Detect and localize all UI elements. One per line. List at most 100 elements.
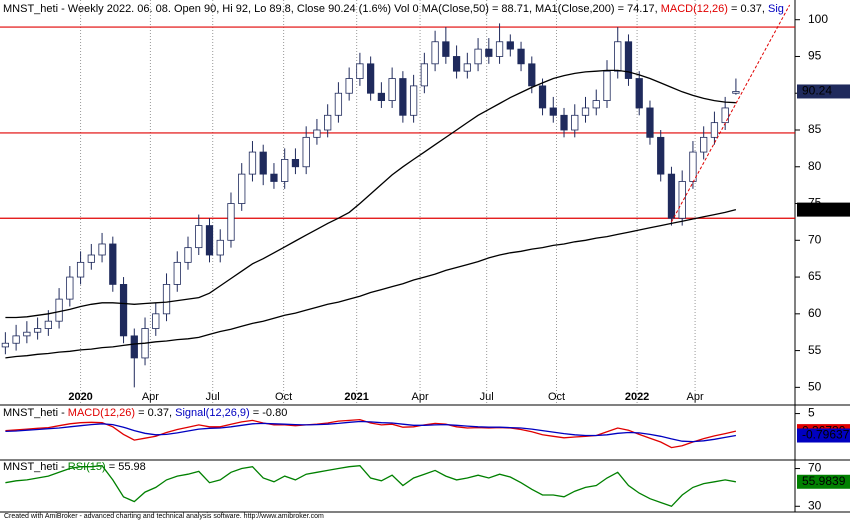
candle-body — [98, 243, 106, 256]
x-tick-label: Oct — [548, 391, 565, 403]
candle-body — [345, 78, 353, 94]
candle-body — [334, 92, 343, 116]
trend-line — [671, 4, 791, 223]
candle-body — [388, 78, 396, 101]
candle-body — [238, 173, 246, 204]
candle-body — [646, 107, 654, 138]
candle-body — [205, 225, 214, 256]
x-tick-label: Apr — [687, 391, 704, 403]
footer: Created with AmiBroker - advanced charti… — [4, 513, 324, 520]
x-tick-label: Apr — [411, 391, 428, 403]
title-part: = 55.98 — [106, 461, 146, 473]
title-part: RSI(15) — [68, 461, 106, 473]
candle-body — [667, 173, 676, 219]
candle-body — [119, 284, 128, 337]
candle-body — [109, 243, 117, 285]
candle-body — [281, 159, 289, 182]
candle-body — [549, 107, 557, 116]
candle-body — [571, 114, 579, 131]
y-tick-label: 50 — [808, 380, 822, 394]
candle-body — [55, 298, 63, 322]
candle-body — [474, 48, 482, 65]
x-tick-label: Jul — [480, 391, 494, 403]
y-tick-label: 95 — [808, 49, 822, 63]
candle-body — [732, 91, 740, 94]
candle-body — [603, 70, 611, 101]
plot-area — [0, 0, 795, 405]
candle-body — [270, 173, 278, 182]
candle-body — [528, 63, 536, 87]
title-part: = 0.37, — [135, 407, 175, 419]
candle-body — [87, 254, 95, 263]
y-tick-label: 70 — [808, 461, 822, 475]
value-box — [797, 474, 850, 489]
y-tick-label: 70 — [808, 232, 822, 246]
candle-body — [291, 159, 300, 168]
candle-body — [592, 100, 600, 109]
candle-body — [710, 122, 719, 138]
title-part: MACD(12,26) — [68, 407, 135, 419]
candle-body — [356, 63, 364, 79]
title-part: MNST_heti - — [3, 461, 68, 473]
value-box-label: 90.24 — [802, 84, 832, 98]
series-line — [5, 208, 737, 359]
candle-body — [506, 41, 514, 50]
candle-body — [227, 203, 235, 241]
candle-body — [538, 85, 547, 109]
candle-body — [452, 56, 461, 72]
series-line — [5, 420, 737, 443]
candle-body — [248, 151, 257, 175]
candle-body — [485, 48, 493, 57]
title-part: MNST_heti - Weekly 2022. 06. 08. Open 90… — [3, 3, 661, 15]
series-line — [5, 465, 737, 508]
candle-body — [721, 107, 729, 124]
candle-body — [195, 225, 203, 249]
value-box-label: -0.79637 — [802, 428, 850, 442]
value-box-label: 55.9839 — [802, 474, 846, 488]
series-line — [5, 69, 736, 319]
candle-body — [162, 284, 171, 315]
candle-body — [463, 63, 471, 72]
value-box — [797, 84, 850, 99]
y-tick-label: 85 — [808, 122, 822, 136]
y-tick-label: 5 — [808, 406, 815, 420]
candle-body — [581, 107, 590, 116]
title-part: = -0.80 — [250, 407, 288, 419]
title-part: Sig — [768, 3, 784, 15]
panel-title: MNST_heti - MACD(12,26) = 0.37, Signal(1… — [3, 407, 287, 419]
candle-body — [420, 63, 428, 87]
candle-body — [409, 85, 418, 116]
candle-body — [173, 261, 181, 285]
y-tick-label: 30 — [808, 498, 822, 512]
title-part: = 0.37, — [728, 3, 768, 15]
candle-body — [216, 239, 224, 256]
x-tick-label: Jul — [206, 391, 220, 403]
candle-body — [324, 114, 332, 131]
x-tick-label: Apr — [142, 391, 159, 403]
x-tick-label: 2022 — [625, 391, 649, 403]
title-part: MNST_heti - — [3, 407, 68, 419]
title-part: Signal(12,26,9) — [175, 407, 250, 419]
series-line — [5, 418, 737, 449]
candle-body — [560, 114, 568, 131]
candle-body — [495, 41, 504, 57]
candle-body — [689, 151, 697, 182]
candle-body — [1, 342, 9, 348]
candle-body — [44, 320, 52, 329]
panel-title: MNST_heti - RSI(15) = 55.98 — [3, 461, 146, 473]
candle-body — [614, 41, 622, 72]
candle-body — [624, 41, 633, 79]
candle-body — [76, 261, 85, 278]
candle-body — [152, 313, 160, 329]
candle-body — [399, 78, 407, 116]
candle-body — [12, 335, 20, 344]
candle-body — [442, 41, 450, 57]
y-tick-label: 60 — [808, 306, 822, 320]
x-tick-label: Oct — [275, 391, 292, 403]
candle-body — [313, 129, 321, 138]
candle-body — [23, 331, 31, 337]
y-tick-label: 55 — [808, 343, 822, 357]
y-tick-label: 65 — [808, 269, 822, 283]
